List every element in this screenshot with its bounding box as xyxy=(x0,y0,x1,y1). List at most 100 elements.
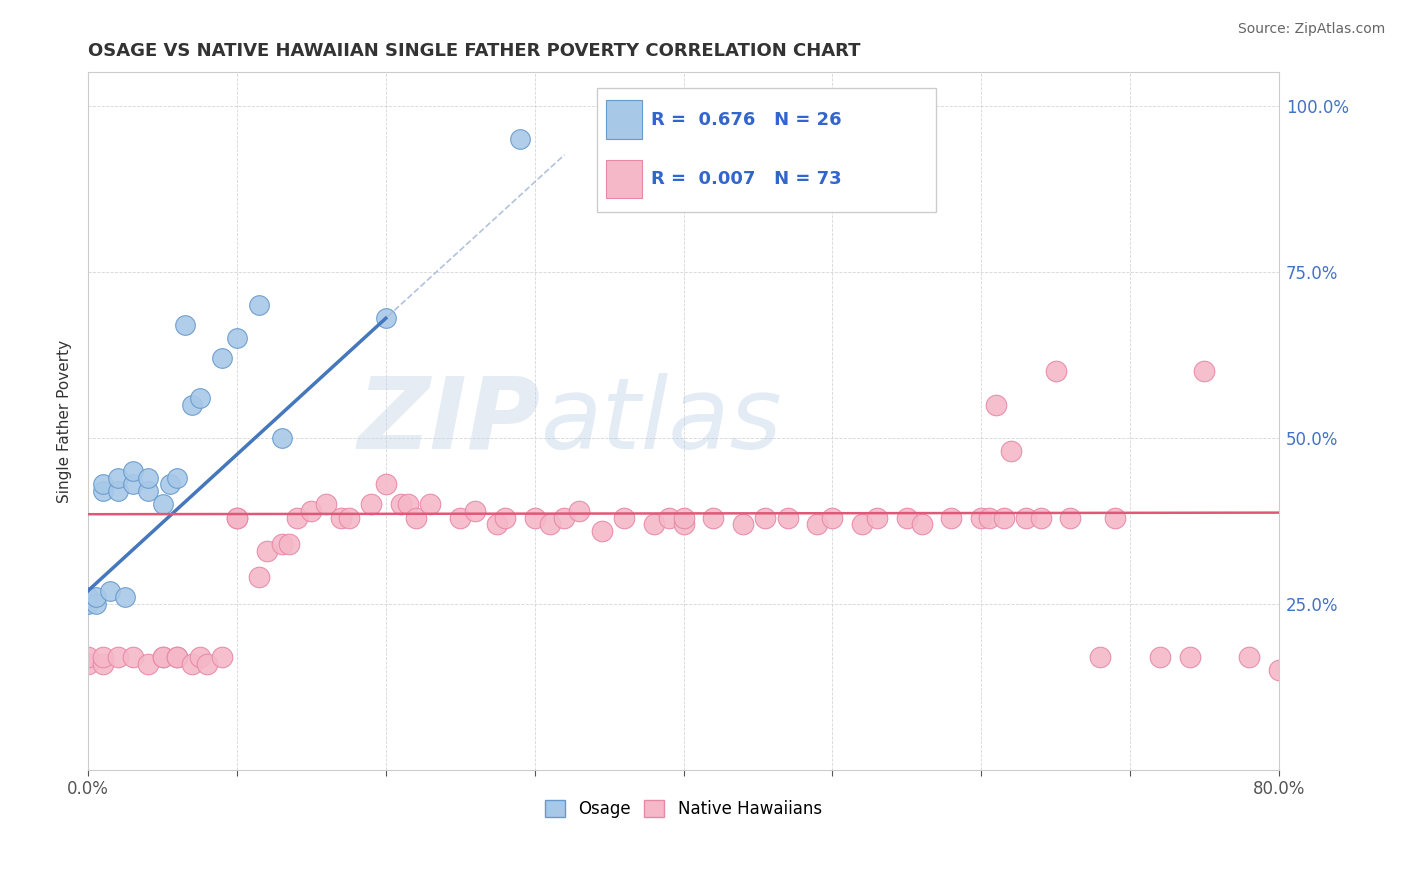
Point xyxy=(374,311,396,326)
Point xyxy=(107,483,129,498)
Point xyxy=(396,497,419,511)
Text: OSAGE VS NATIVE HAWAIIAN SINGLE FATHER POVERTY CORRELATION CHART: OSAGE VS NATIVE HAWAIIAN SINGLE FATHER P… xyxy=(89,42,860,60)
Point xyxy=(449,510,471,524)
Text: ZIP: ZIP xyxy=(357,373,541,470)
Point xyxy=(100,583,122,598)
Point xyxy=(523,510,546,524)
Point xyxy=(136,657,159,671)
FancyBboxPatch shape xyxy=(596,87,936,212)
Point xyxy=(1237,650,1260,665)
Point xyxy=(152,497,174,511)
Point xyxy=(247,298,270,312)
Point xyxy=(984,398,1007,412)
Point xyxy=(1000,444,1022,458)
Point xyxy=(1045,364,1067,378)
Point xyxy=(553,510,575,524)
Point xyxy=(315,497,337,511)
Point xyxy=(84,597,107,611)
Text: atlas: atlas xyxy=(541,373,782,470)
Point xyxy=(896,510,918,524)
Point xyxy=(486,517,509,532)
Point xyxy=(419,497,441,511)
Point xyxy=(1268,664,1291,678)
FancyBboxPatch shape xyxy=(606,160,641,198)
Point xyxy=(374,477,396,491)
Point xyxy=(285,510,308,524)
Point xyxy=(91,477,114,491)
Point xyxy=(159,477,181,491)
Point xyxy=(247,570,270,584)
Point xyxy=(1104,510,1126,524)
Text: R =  0.007   N = 73: R = 0.007 N = 73 xyxy=(651,170,842,188)
Point xyxy=(226,331,249,345)
Point xyxy=(91,650,114,665)
FancyBboxPatch shape xyxy=(606,100,641,138)
Point xyxy=(278,537,301,551)
Point xyxy=(226,510,249,524)
Point xyxy=(77,657,100,671)
Point xyxy=(509,132,531,146)
Point xyxy=(776,510,799,524)
Point xyxy=(866,510,889,524)
Point xyxy=(195,657,218,671)
Point xyxy=(941,510,963,524)
Point xyxy=(166,650,188,665)
Point xyxy=(166,650,188,665)
Point xyxy=(226,510,249,524)
Point xyxy=(121,464,143,478)
Point xyxy=(851,517,873,532)
Point xyxy=(337,510,360,524)
Point xyxy=(1059,510,1081,524)
Point xyxy=(911,517,934,532)
Point xyxy=(181,657,204,671)
Point xyxy=(77,597,100,611)
Point xyxy=(152,650,174,665)
Point xyxy=(77,650,100,665)
Point xyxy=(1090,650,1112,665)
Point xyxy=(613,510,636,524)
Point xyxy=(970,510,993,524)
Point xyxy=(1029,510,1052,524)
Point xyxy=(107,650,129,665)
Point xyxy=(1178,650,1201,665)
Point xyxy=(152,650,174,665)
Point xyxy=(188,650,211,665)
Point xyxy=(1015,510,1038,524)
Point xyxy=(538,517,561,532)
Legend: Osage, Native Hawaiians: Osage, Native Hawaiians xyxy=(538,793,828,824)
Point xyxy=(270,431,292,445)
Point xyxy=(136,471,159,485)
Point xyxy=(1194,364,1216,378)
Point xyxy=(389,497,412,511)
Point xyxy=(672,517,695,532)
Text: R =  0.676   N = 26: R = 0.676 N = 26 xyxy=(651,111,842,128)
Point xyxy=(77,591,100,605)
Text: Source: ZipAtlas.com: Source: ZipAtlas.com xyxy=(1237,22,1385,37)
Point xyxy=(174,318,197,332)
Point xyxy=(211,351,233,365)
Y-axis label: Single Father Poverty: Single Father Poverty xyxy=(58,340,72,503)
Point xyxy=(977,510,1000,524)
Point xyxy=(181,398,204,412)
Point xyxy=(121,477,143,491)
Point xyxy=(166,471,188,485)
Point xyxy=(121,650,143,665)
Point xyxy=(114,591,136,605)
Point xyxy=(568,504,591,518)
Point xyxy=(91,483,114,498)
Point xyxy=(1149,650,1171,665)
Point xyxy=(360,497,382,511)
Point xyxy=(731,517,754,532)
Point xyxy=(270,537,292,551)
Point xyxy=(591,524,613,538)
Point xyxy=(188,391,211,405)
Point xyxy=(494,510,516,524)
Point xyxy=(256,543,278,558)
Point xyxy=(821,510,844,524)
Point xyxy=(702,510,724,524)
Point xyxy=(136,483,159,498)
Point xyxy=(658,510,681,524)
Point xyxy=(330,510,353,524)
Point xyxy=(211,650,233,665)
Point xyxy=(91,657,114,671)
